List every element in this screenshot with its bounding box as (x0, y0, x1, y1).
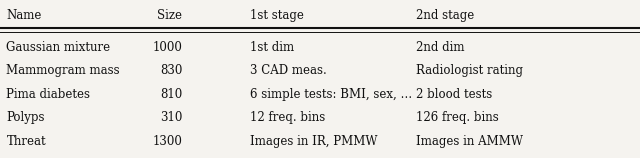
Text: 6 simple tests: BMI, sex, …: 6 simple tests: BMI, sex, … (250, 88, 412, 100)
Text: Radiologist rating: Radiologist rating (416, 64, 523, 77)
Text: 2 blood tests: 2 blood tests (416, 88, 492, 100)
Text: 830: 830 (160, 64, 182, 77)
Text: 1st dim: 1st dim (250, 41, 294, 54)
Text: 1300: 1300 (152, 135, 182, 148)
Text: Pima diabetes: Pima diabetes (6, 88, 90, 100)
Text: 1000: 1000 (152, 41, 182, 54)
Text: 810: 810 (160, 88, 182, 100)
Text: Threat: Threat (6, 135, 46, 148)
Text: Gaussian mixture: Gaussian mixture (6, 41, 111, 54)
Text: 2nd dim: 2nd dim (416, 41, 465, 54)
Text: 1st stage: 1st stage (250, 9, 303, 22)
Text: 126 freq. bins: 126 freq. bins (416, 111, 499, 124)
Text: Polyps: Polyps (6, 111, 45, 124)
Text: 12 freq. bins: 12 freq. bins (250, 111, 325, 124)
Text: 2nd stage: 2nd stage (416, 9, 474, 22)
Text: Images in AMMW: Images in AMMW (416, 135, 523, 148)
Text: 310: 310 (160, 111, 182, 124)
Text: 3 CAD meas.: 3 CAD meas. (250, 64, 326, 77)
Text: Images in IR, PMMW: Images in IR, PMMW (250, 135, 377, 148)
Text: Name: Name (6, 9, 42, 22)
Text: Mammogram mass: Mammogram mass (6, 64, 120, 77)
Text: Size: Size (157, 9, 182, 22)
